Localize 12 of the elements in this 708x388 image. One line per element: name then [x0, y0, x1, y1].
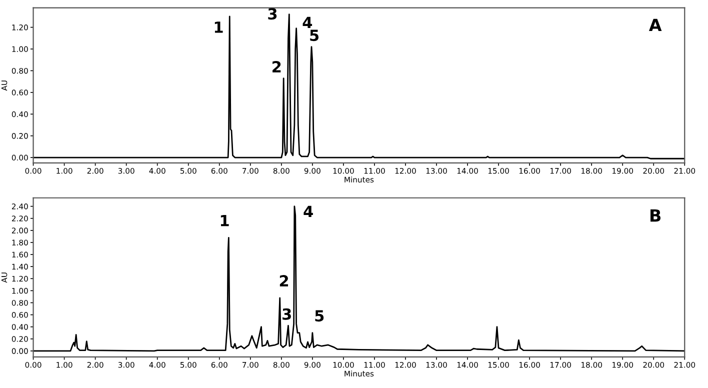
annotation: 3 [268, 8, 277, 20]
annotation: 4 [302, 16, 312, 28]
annotation: 2 [272, 61, 281, 72]
annotation: 2 [280, 275, 288, 286]
annotation: 1 [220, 215, 229, 226]
annotation: 5 [315, 310, 324, 322]
annotation: 3 [282, 308, 291, 320]
annotation: A [648, 18, 662, 31]
annotation: 4 [304, 206, 313, 218]
annotation: B [650, 209, 661, 222]
annotation: 5 [310, 30, 319, 42]
annotation: 1 [214, 22, 223, 33]
